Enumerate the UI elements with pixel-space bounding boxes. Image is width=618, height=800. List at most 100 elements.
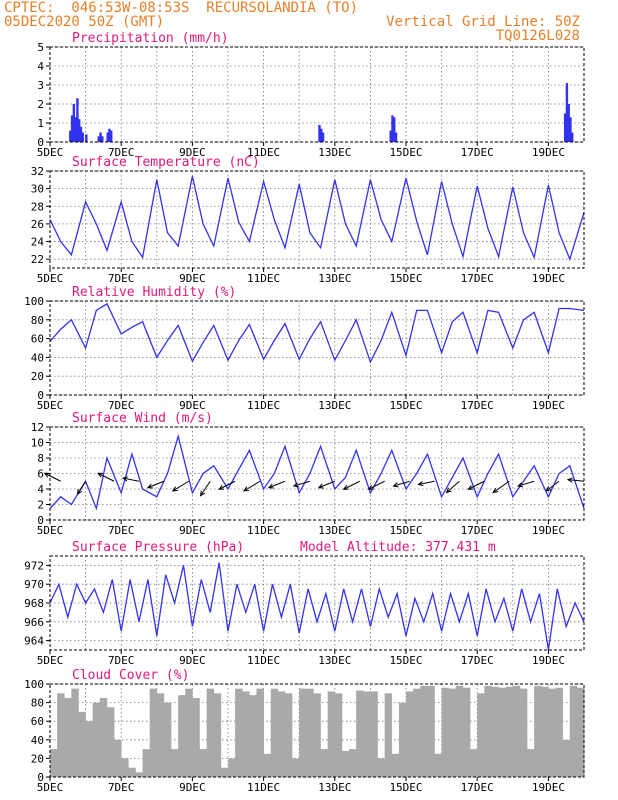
temp-ytick-label: 24 bbox=[31, 236, 45, 249]
pres-ytick-label: 970 bbox=[24, 578, 44, 591]
wind-arrow-head bbox=[467, 484, 474, 490]
header-date: 05DEC2020 50Z (GMT) bbox=[4, 14, 165, 30]
precip-bar bbox=[101, 136, 104, 142]
pres-xtick-label: 11DEC bbox=[247, 654, 280, 667]
rh-ytick-label: 20 bbox=[31, 370, 44, 383]
cloud-area-bar bbox=[320, 749, 328, 777]
cloud-area-bar bbox=[527, 749, 535, 777]
pres-ytick-label: 964 bbox=[24, 635, 44, 648]
cloud-area-bar bbox=[313, 693, 321, 777]
cloud-xtick-label: 9DEC bbox=[179, 781, 206, 794]
pres-xtick-label: 17DEC bbox=[461, 654, 494, 667]
wind-arrow-head bbox=[566, 477, 573, 483]
wind-title: Surface Wind (m/s) bbox=[72, 411, 213, 426]
header-grid-note: Vertical Grid Line: 50Z bbox=[386, 14, 580, 30]
precip-xtick-label: 15DEC bbox=[389, 146, 422, 159]
precip-title: Precipitation (mm/h) bbox=[72, 31, 229, 46]
wind-arrow-shaft bbox=[172, 480, 190, 492]
precip-xtick-label: 7DEC bbox=[108, 146, 135, 159]
cloud-area-bar bbox=[470, 749, 478, 777]
cloud-area-bar bbox=[455, 685, 464, 777]
cloud-xtick-label: 11DEC bbox=[247, 781, 280, 794]
temp-xtick-label: 19DEC bbox=[532, 272, 565, 285]
cloud-ytick-label: 20 bbox=[31, 752, 44, 765]
wind-xtick-label: 9DEC bbox=[179, 524, 206, 537]
cloud-frame bbox=[49, 683, 585, 778]
cloud-area-bar bbox=[156, 693, 165, 777]
wind-arrow-head bbox=[492, 487, 499, 494]
rh-frame bbox=[49, 300, 585, 396]
cloud-area-bar bbox=[106, 707, 115, 777]
rh-xtick-label: 9DEC bbox=[179, 399, 206, 412]
wind-arrow-shaft bbox=[343, 480, 360, 490]
cloud-area-bar bbox=[427, 685, 435, 777]
cloud-area-bar bbox=[242, 691, 250, 777]
cloud-area-bar bbox=[263, 753, 272, 777]
wind-arrow-head bbox=[97, 472, 104, 478]
wind-arrow-shaft bbox=[122, 477, 140, 482]
cloud-ytick-label: 0 bbox=[37, 771, 44, 784]
wind-arrow-shaft bbox=[567, 479, 585, 482]
cloud-xtick-label: 19DEC bbox=[532, 781, 565, 794]
cloud-ytick-label: 60 bbox=[31, 715, 44, 728]
temp-ytick-label: 30 bbox=[31, 183, 44, 196]
wind-arrow-head bbox=[545, 486, 552, 492]
rh-ytick-label: 80 bbox=[31, 314, 44, 327]
cloud-ytick-label: 100 bbox=[24, 678, 44, 691]
wind-arrow-head bbox=[267, 483, 274, 489]
precip-bar bbox=[69, 130, 72, 142]
precip-bar bbox=[569, 117, 572, 142]
precip-bar bbox=[97, 136, 100, 142]
temp-xtick-label: 15DEC bbox=[389, 272, 422, 285]
wind-arrow-head bbox=[121, 476, 128, 482]
wind-arrow-head bbox=[517, 482, 524, 488]
temp-xtick-label: 17DEC bbox=[461, 272, 494, 285]
wind-arrow-head bbox=[43, 472, 50, 478]
cloud-area-bar bbox=[327, 691, 336, 777]
rh-xtick-label: 11DEC bbox=[247, 399, 280, 412]
wind-ytick-label: 0 bbox=[37, 514, 44, 527]
precip-bar bbox=[81, 132, 84, 142]
cloud-area-bar bbox=[85, 721, 94, 777]
precip-bar bbox=[393, 117, 396, 142]
cloud-area-bar bbox=[64, 697, 72, 777]
precip-bar bbox=[563, 113, 567, 142]
cloud-area-bar bbox=[292, 758, 300, 777]
wind-arrow-shaft bbox=[518, 480, 535, 487]
header-model-id: TQ0126L028 bbox=[495, 28, 580, 44]
rh-ytick-label: 0 bbox=[37, 389, 44, 402]
pres-xtick-label: 19DEC bbox=[532, 654, 565, 667]
cloud-area-bar bbox=[498, 687, 506, 777]
cloud-area-bar bbox=[562, 739, 571, 777]
precip-xtick-label: 17DEC bbox=[461, 146, 494, 159]
precip-ytick-label: 2 bbox=[37, 98, 44, 111]
cloud-area-bar bbox=[220, 767, 229, 777]
temp-frame bbox=[49, 170, 585, 269]
cloud-ytick-label: 80 bbox=[31, 697, 44, 710]
pres-ytick-label: 968 bbox=[24, 597, 44, 610]
cloud-area-bar bbox=[249, 695, 257, 777]
pres-series-line bbox=[49, 562, 585, 651]
temp-xtick-label: 5DEC bbox=[37, 272, 64, 285]
wind-xtick-label: 7DEC bbox=[108, 524, 135, 537]
temp-xtick-label: 7DEC bbox=[108, 272, 135, 285]
wind-arrow-shaft bbox=[243, 480, 261, 492]
cloud-area-bar bbox=[50, 749, 58, 777]
precip-ytick-label: 1 bbox=[37, 117, 44, 130]
rh-xtick-label: 7DEC bbox=[108, 399, 135, 412]
cloud-area-bar bbox=[370, 691, 378, 777]
cloud-area-bar bbox=[114, 739, 122, 777]
cloud-area-bar bbox=[377, 758, 385, 777]
pres-annotation: Model Altitude: 377.431 m bbox=[300, 540, 496, 555]
precip-bar bbox=[391, 115, 394, 142]
wind-xtick-label: 11DEC bbox=[247, 524, 280, 537]
cloud-area-bar bbox=[534, 685, 542, 777]
cloud-xtick-label: 5DEC bbox=[37, 781, 64, 794]
cloud-area-bar bbox=[306, 688, 314, 777]
temp-series-line bbox=[49, 176, 585, 262]
cloud-area-bar bbox=[341, 750, 350, 777]
temp-ytick-label: 22 bbox=[31, 253, 44, 266]
cloud-area-bar bbox=[448, 688, 457, 777]
cloud-area-bar bbox=[462, 687, 471, 777]
wind-arrow-shaft bbox=[293, 480, 311, 487]
